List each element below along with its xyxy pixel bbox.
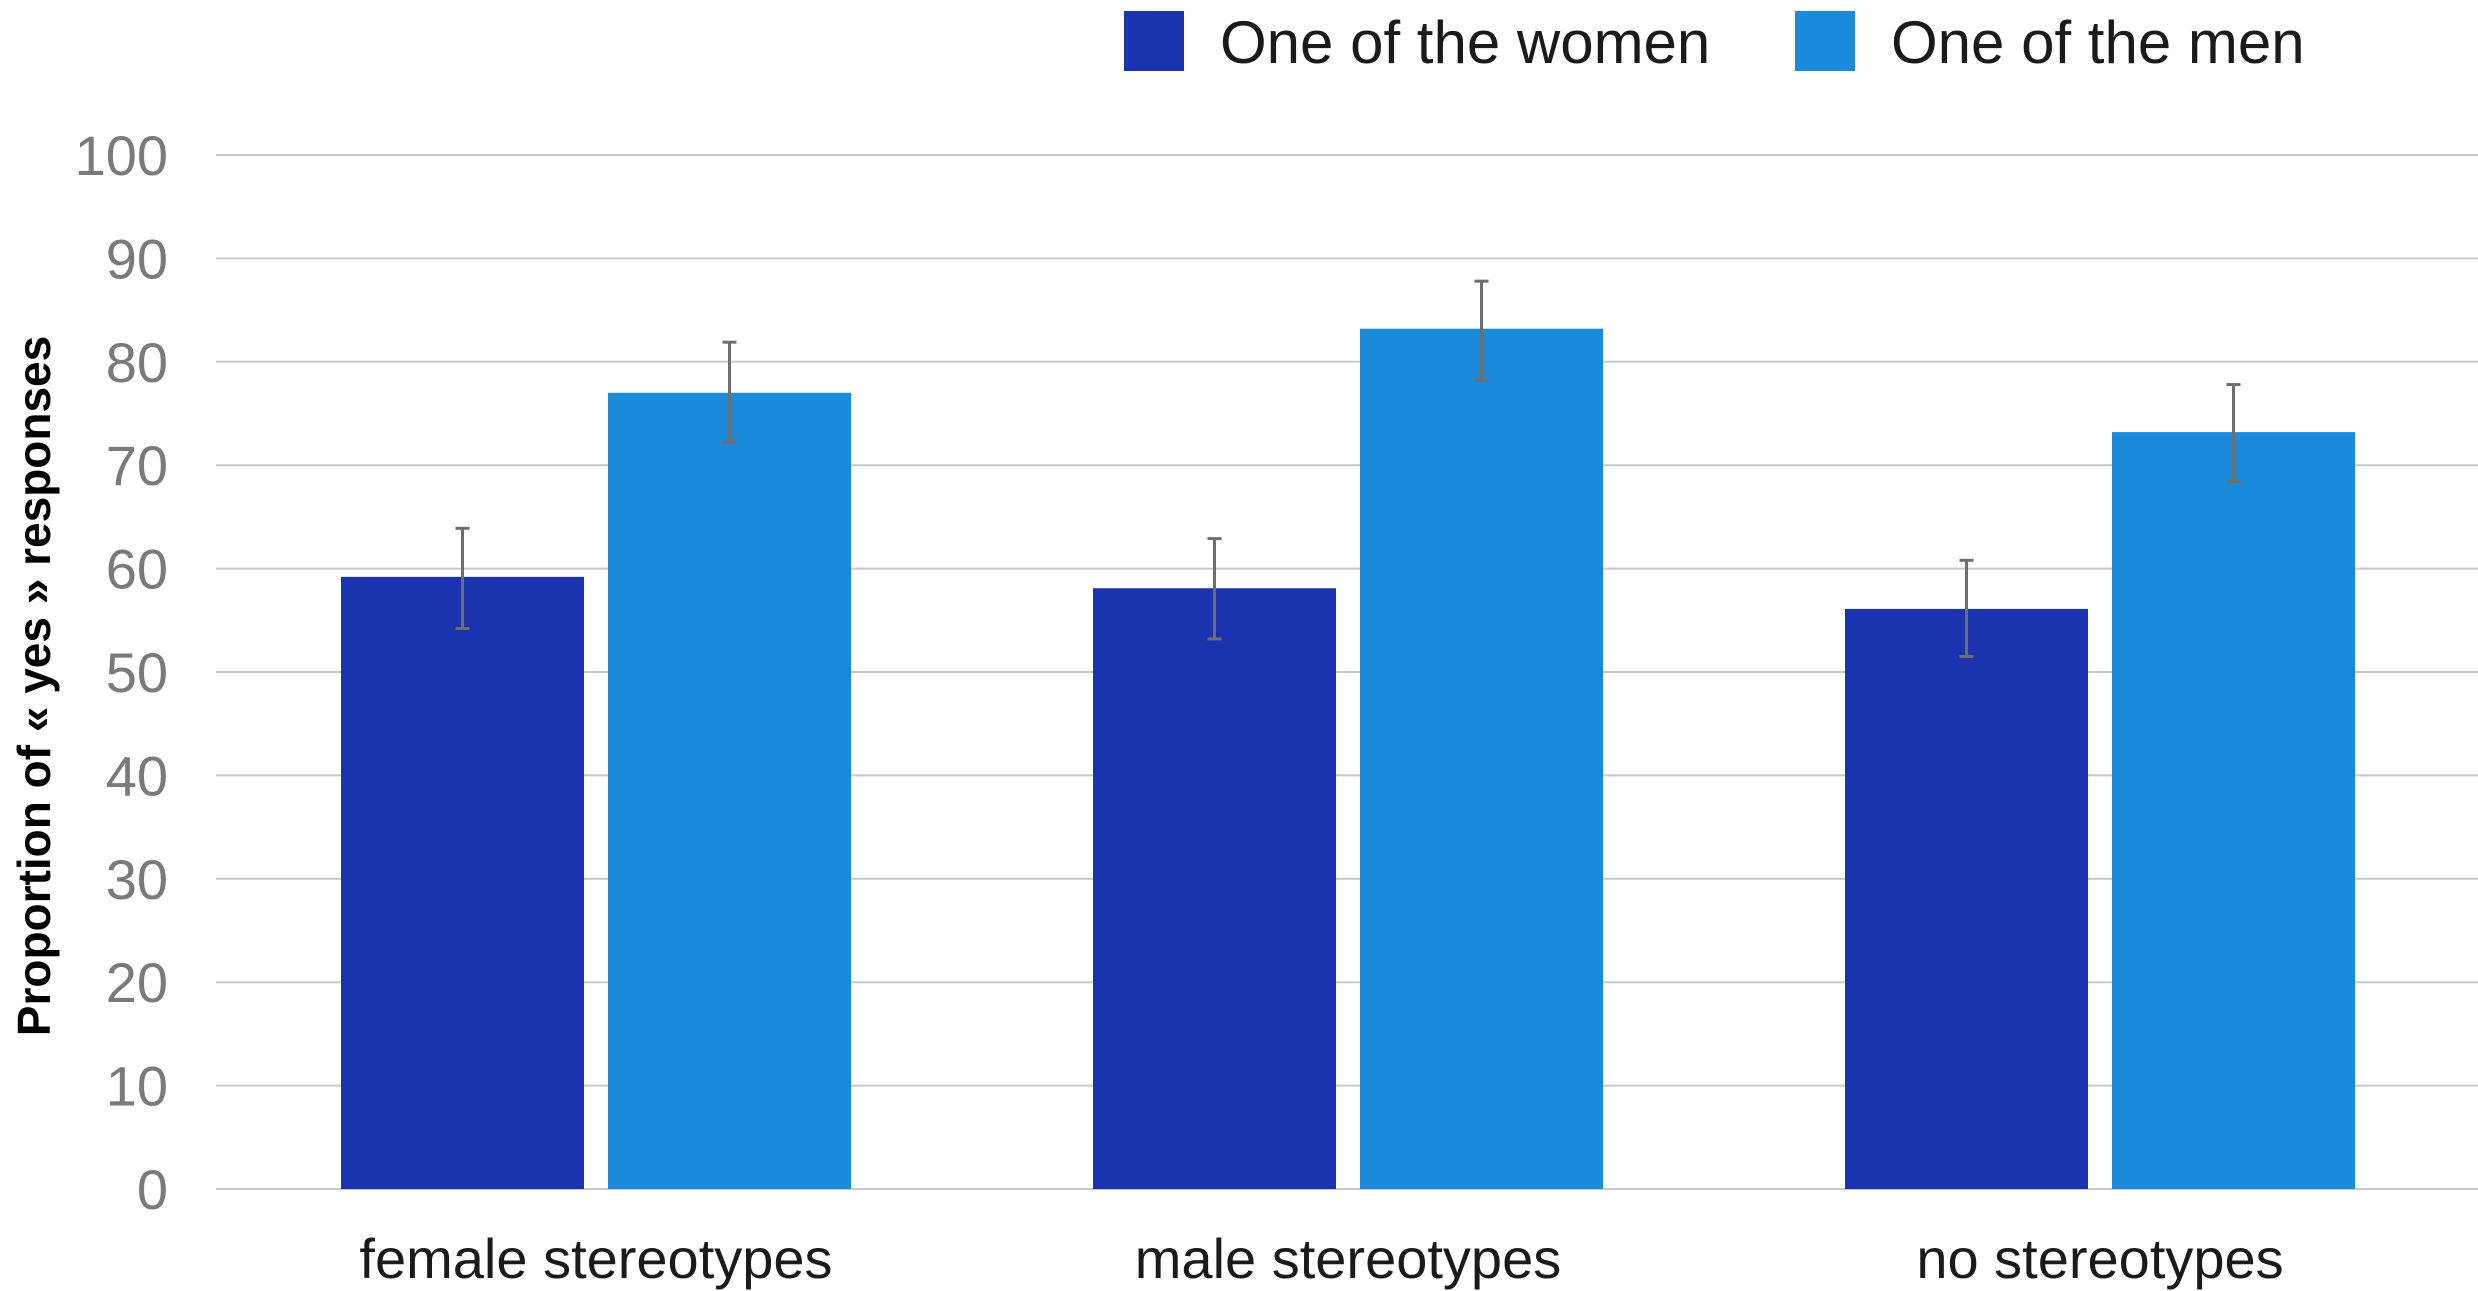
legend-label-women: One of the women [1220, 9, 1710, 76]
y-tick-label: 0 [137, 1158, 168, 1221]
legend: One of the women One of the men [1124, 9, 2305, 76]
bar-men-1 [1360, 328, 1603, 1189]
y-tick-label: 20 [106, 951, 168, 1014]
y-axis-label: Proportion of « yes » responses [8, 336, 60, 1036]
gridlines [216, 154, 2478, 1190]
y-tick-label: 10 [106, 1055, 168, 1118]
x-axis-categories: female stereotypes male stereotypes no ste… [359, 1227, 2283, 1290]
legend-label-men: One of the men [1891, 9, 2305, 76]
bar-men-2 [2112, 432, 2355, 1189]
bar-women-2 [1845, 608, 2088, 1189]
y-tick-label: 50 [106, 641, 168, 704]
bar-women-0 [341, 576, 584, 1189]
legend-swatch-men [1795, 11, 1855, 71]
y-tick-label: 90 [106, 227, 168, 290]
bar-women-1 [1093, 588, 1336, 1189]
y-tick-label: 60 [106, 538, 168, 601]
y-tick-label: 30 [106, 848, 168, 911]
bars [341, 328, 2355, 1189]
bar-men-0 [608, 392, 851, 1189]
x-category-label: female stereotypes [359, 1227, 832, 1290]
y-tick-label: 80 [106, 331, 168, 394]
y-axis-ticks: 0 10 20 30 40 50 60 70 80 90 100 [75, 124, 168, 1221]
x-category-label: no stereotypes [1916, 1227, 2283, 1290]
error-bars [455, 279, 2241, 658]
legend-swatch-women [1124, 11, 1184, 71]
y-tick-label: 70 [106, 434, 168, 497]
x-category-label: male stereotypes [1135, 1227, 1561, 1290]
y-tick-label: 100 [75, 124, 168, 187]
y-tick-label: 40 [106, 744, 168, 807]
